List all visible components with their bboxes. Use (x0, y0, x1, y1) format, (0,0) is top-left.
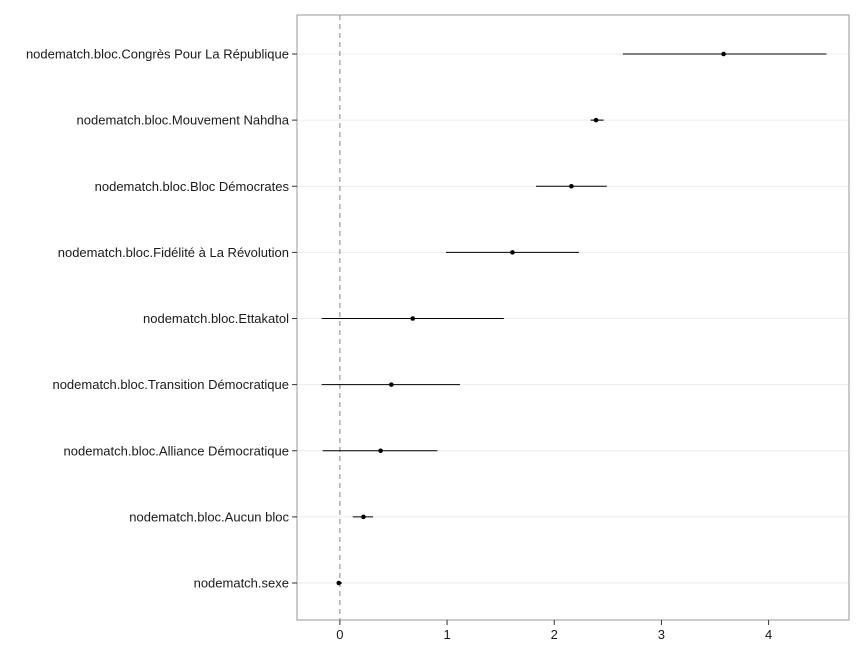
category-label: nodematch.bloc.Aucun bloc (129, 509, 289, 524)
estimate-point (361, 514, 366, 520)
x-axis: 0 1 2 3 4 (336, 620, 772, 642)
category-label: nodematch.bloc.Ettakatol (143, 311, 289, 326)
estimate-point (721, 51, 726, 57)
category-label: nodematch.sexe (194, 576, 289, 591)
estimate-point (410, 316, 416, 321)
category-labels: nodematch.bloc.Congrès Pour La Républiqu… (26, 47, 297, 591)
estimate-point (389, 382, 394, 387)
category-label: nodematch.bloc.Bloc Démocrates (95, 179, 290, 194)
x-tick-label: 3 (658, 627, 665, 642)
x-tick-label: 4 (765, 627, 772, 642)
estimate-point (378, 448, 383, 454)
category-label: nodematch.bloc.Transition Démocratique (52, 377, 289, 392)
estimate-point (593, 117, 599, 123)
x-tick-label: 2 (551, 627, 558, 642)
panel-border (296, 14, 850, 621)
category-label: nodematch.bloc.Congrès Pour La Républiqu… (26, 47, 289, 62)
estimate-point (569, 183, 574, 189)
category-label: nodematch.bloc.Fidélité à La Révolution (58, 245, 289, 260)
points-layer (336, 51, 726, 586)
estimate-point (510, 250, 515, 255)
plot-panel (297, 15, 849, 620)
x-tick-label: 1 (443, 627, 450, 642)
estimate-point (336, 580, 342, 586)
category-label: nodematch.bloc.Mouvement Nahdha (77, 113, 290, 128)
x-tick-label: 0 (336, 627, 343, 642)
category-label: nodematch.bloc.Alliance Démocratique (64, 443, 289, 458)
